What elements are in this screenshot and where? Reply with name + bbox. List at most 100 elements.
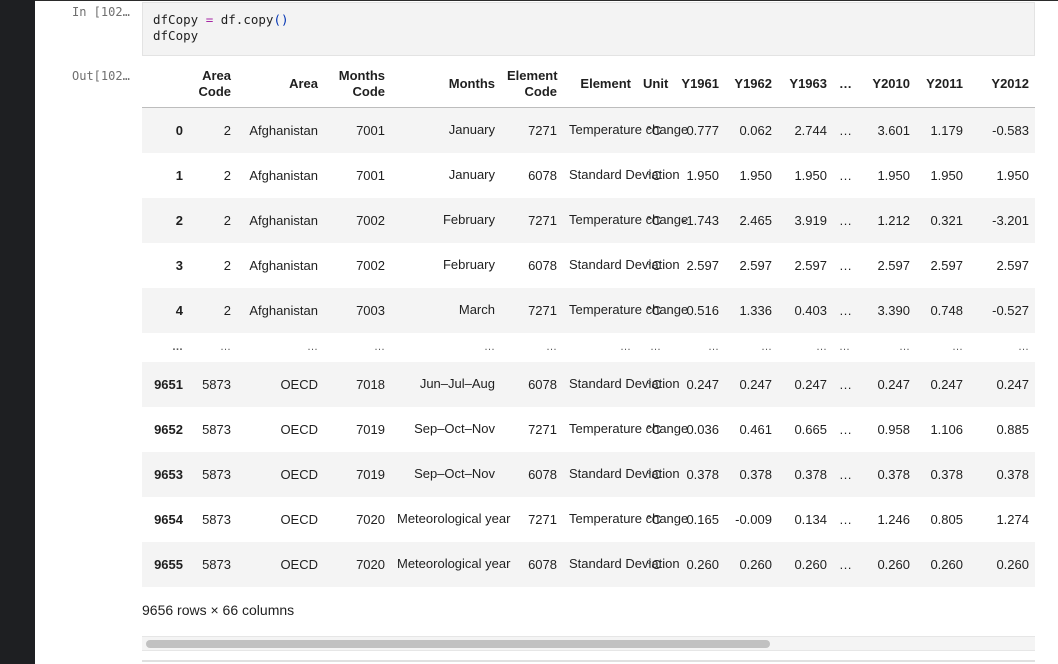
table-cell: 5873 [202,466,231,482]
table-cell: OECD [280,466,318,482]
table-cell: … [708,341,719,353]
table-cell: 1.950 [686,167,719,183]
row-index: 9655 [154,556,183,572]
table-row: 2 2 Afghanistan 7002 February 7271 Temperature… [142,197,1035,243]
table-cell: … [839,167,852,183]
table-cell: 0.260 [930,556,963,572]
table-cell: 3.390 [877,302,910,318]
table-cell: 7001 [356,167,385,183]
table-cell: 1.950 [930,167,963,183]
table-cell: °C [646,167,661,183]
table-cell: 7271 [528,212,557,228]
table-cell: … [761,341,772,353]
scrollbar-thumb[interactable] [146,640,770,648]
table-cell: 3.919 [794,212,827,228]
table-cell: 5873 [202,421,231,437]
table-cell: 1.274 [996,511,1029,527]
table-cell: 0.260 [739,556,772,572]
table-cell: January [448,167,495,182]
column-header: Y2010 [853,60,916,108]
dataframe-output: Area Code Area Months Code Months Element Co… [142,60,1035,587]
table-cell: OECD [280,376,318,392]
table-cell: 0.958 [877,421,910,437]
table-cell: … [220,341,231,353]
table-cell: 0.165 [686,511,719,527]
table-cell: 0.247 [739,376,772,392]
table-cell: Afghanistan [249,122,318,138]
table-cell: 5873 [202,511,231,527]
row-index: 2 [175,212,183,228]
table-cell: … [839,257,852,273]
table-cell: … [839,341,850,353]
ellipsis-row: ……………………………………… [142,333,1035,362]
table-cell: February [442,257,495,272]
row-index: 9652 [154,421,183,437]
table-cell: 0.247 [686,376,719,392]
table-cell: 5873 [202,376,231,392]
dataframe-shape: 9656 rows × 66 columns [142,602,295,618]
table-cell: 0.247 [877,376,910,392]
horizontal-scrollbar[interactable] [142,636,1035,651]
table-cell: 0.062 [739,122,772,138]
table-cell: Standard Deviation [569,556,680,571]
row-index: … [172,341,183,353]
row-index: 9654 [154,511,183,527]
table-cell: 6078 [528,167,557,183]
table-cell: 1.106 [930,421,963,437]
table-cell: 1.950 [996,167,1029,183]
table-cell: Standard Deviation [569,376,680,391]
table-cell: Temperature change [569,302,689,317]
table-cell: 2.597 [930,257,963,273]
table-cell: 3.601 [877,122,910,138]
table-cell: 0.247 [996,376,1029,392]
table-cell: °C [646,302,661,318]
code-line-1: dfCopy = df.copy() [153,12,1024,28]
column-header: … [833,60,853,108]
table-cell: 7001 [356,122,385,138]
column-header: Y1963 [778,60,833,108]
table-cell: 0.260 [877,556,910,572]
table-cell: -3.201 [992,212,1029,228]
table-cell: 0.403 [794,302,827,318]
table-cell: Temperature change [569,212,689,227]
table-cell: 7019 [356,421,385,437]
table-cell: 0.378 [877,466,910,482]
table-cell: … [839,212,852,228]
table-cell: 0.260 [996,556,1029,572]
table-cell: 2.465 [739,212,772,228]
code-call: df.copy [220,12,274,27]
table-cell: 6078 [528,257,557,273]
table-cell: … [839,122,852,138]
table-cell: 7019 [356,466,385,482]
table-cell: 0.378 [996,466,1029,482]
code-cell-editor[interactable]: dfCopy = df.copy() dfCopy [142,2,1035,56]
table-cell: °C [646,376,661,392]
table-cell: Sep–Oct–Nov [414,466,495,481]
column-header: Months [391,60,501,108]
table-cell: 7020 [356,511,385,527]
table-cell: … [374,341,385,353]
table-row: 4 2 Afghanistan 7003 March 7271 Temperature ch… [142,287,1035,333]
table-cell: 0.378 [794,466,827,482]
table-cell: -0.583 [992,122,1029,138]
table-cell: 7020 [356,556,385,572]
table-row: 9651 5873 OECD 7018 Jun–Jul–Aug 6078 Standard … [142,361,1035,407]
table-cell: 0.321 [930,212,963,228]
table-cell: … [650,341,661,353]
table-cell: Meteorological year [397,556,511,571]
table-cell: 2 [223,257,231,273]
table-cell: 6078 [528,556,557,572]
table-cell: 5873 [202,556,231,572]
table-cell: 0.247 [794,376,827,392]
table-cell: 2 [223,122,231,138]
table-cell: °C [646,212,661,228]
table-cell: 0.461 [739,421,772,437]
table-cell: … [839,302,852,318]
table-cell: 7271 [528,511,557,527]
table-cell: … [839,466,852,482]
table-cell: … [816,341,827,353]
table-cell: … [839,376,852,392]
table-body: 0 2 Afghanistan 7001 January 7271 Temperature … [142,107,1035,587]
table-cell: 7002 [356,257,385,273]
table-cell: 6078 [528,466,557,482]
